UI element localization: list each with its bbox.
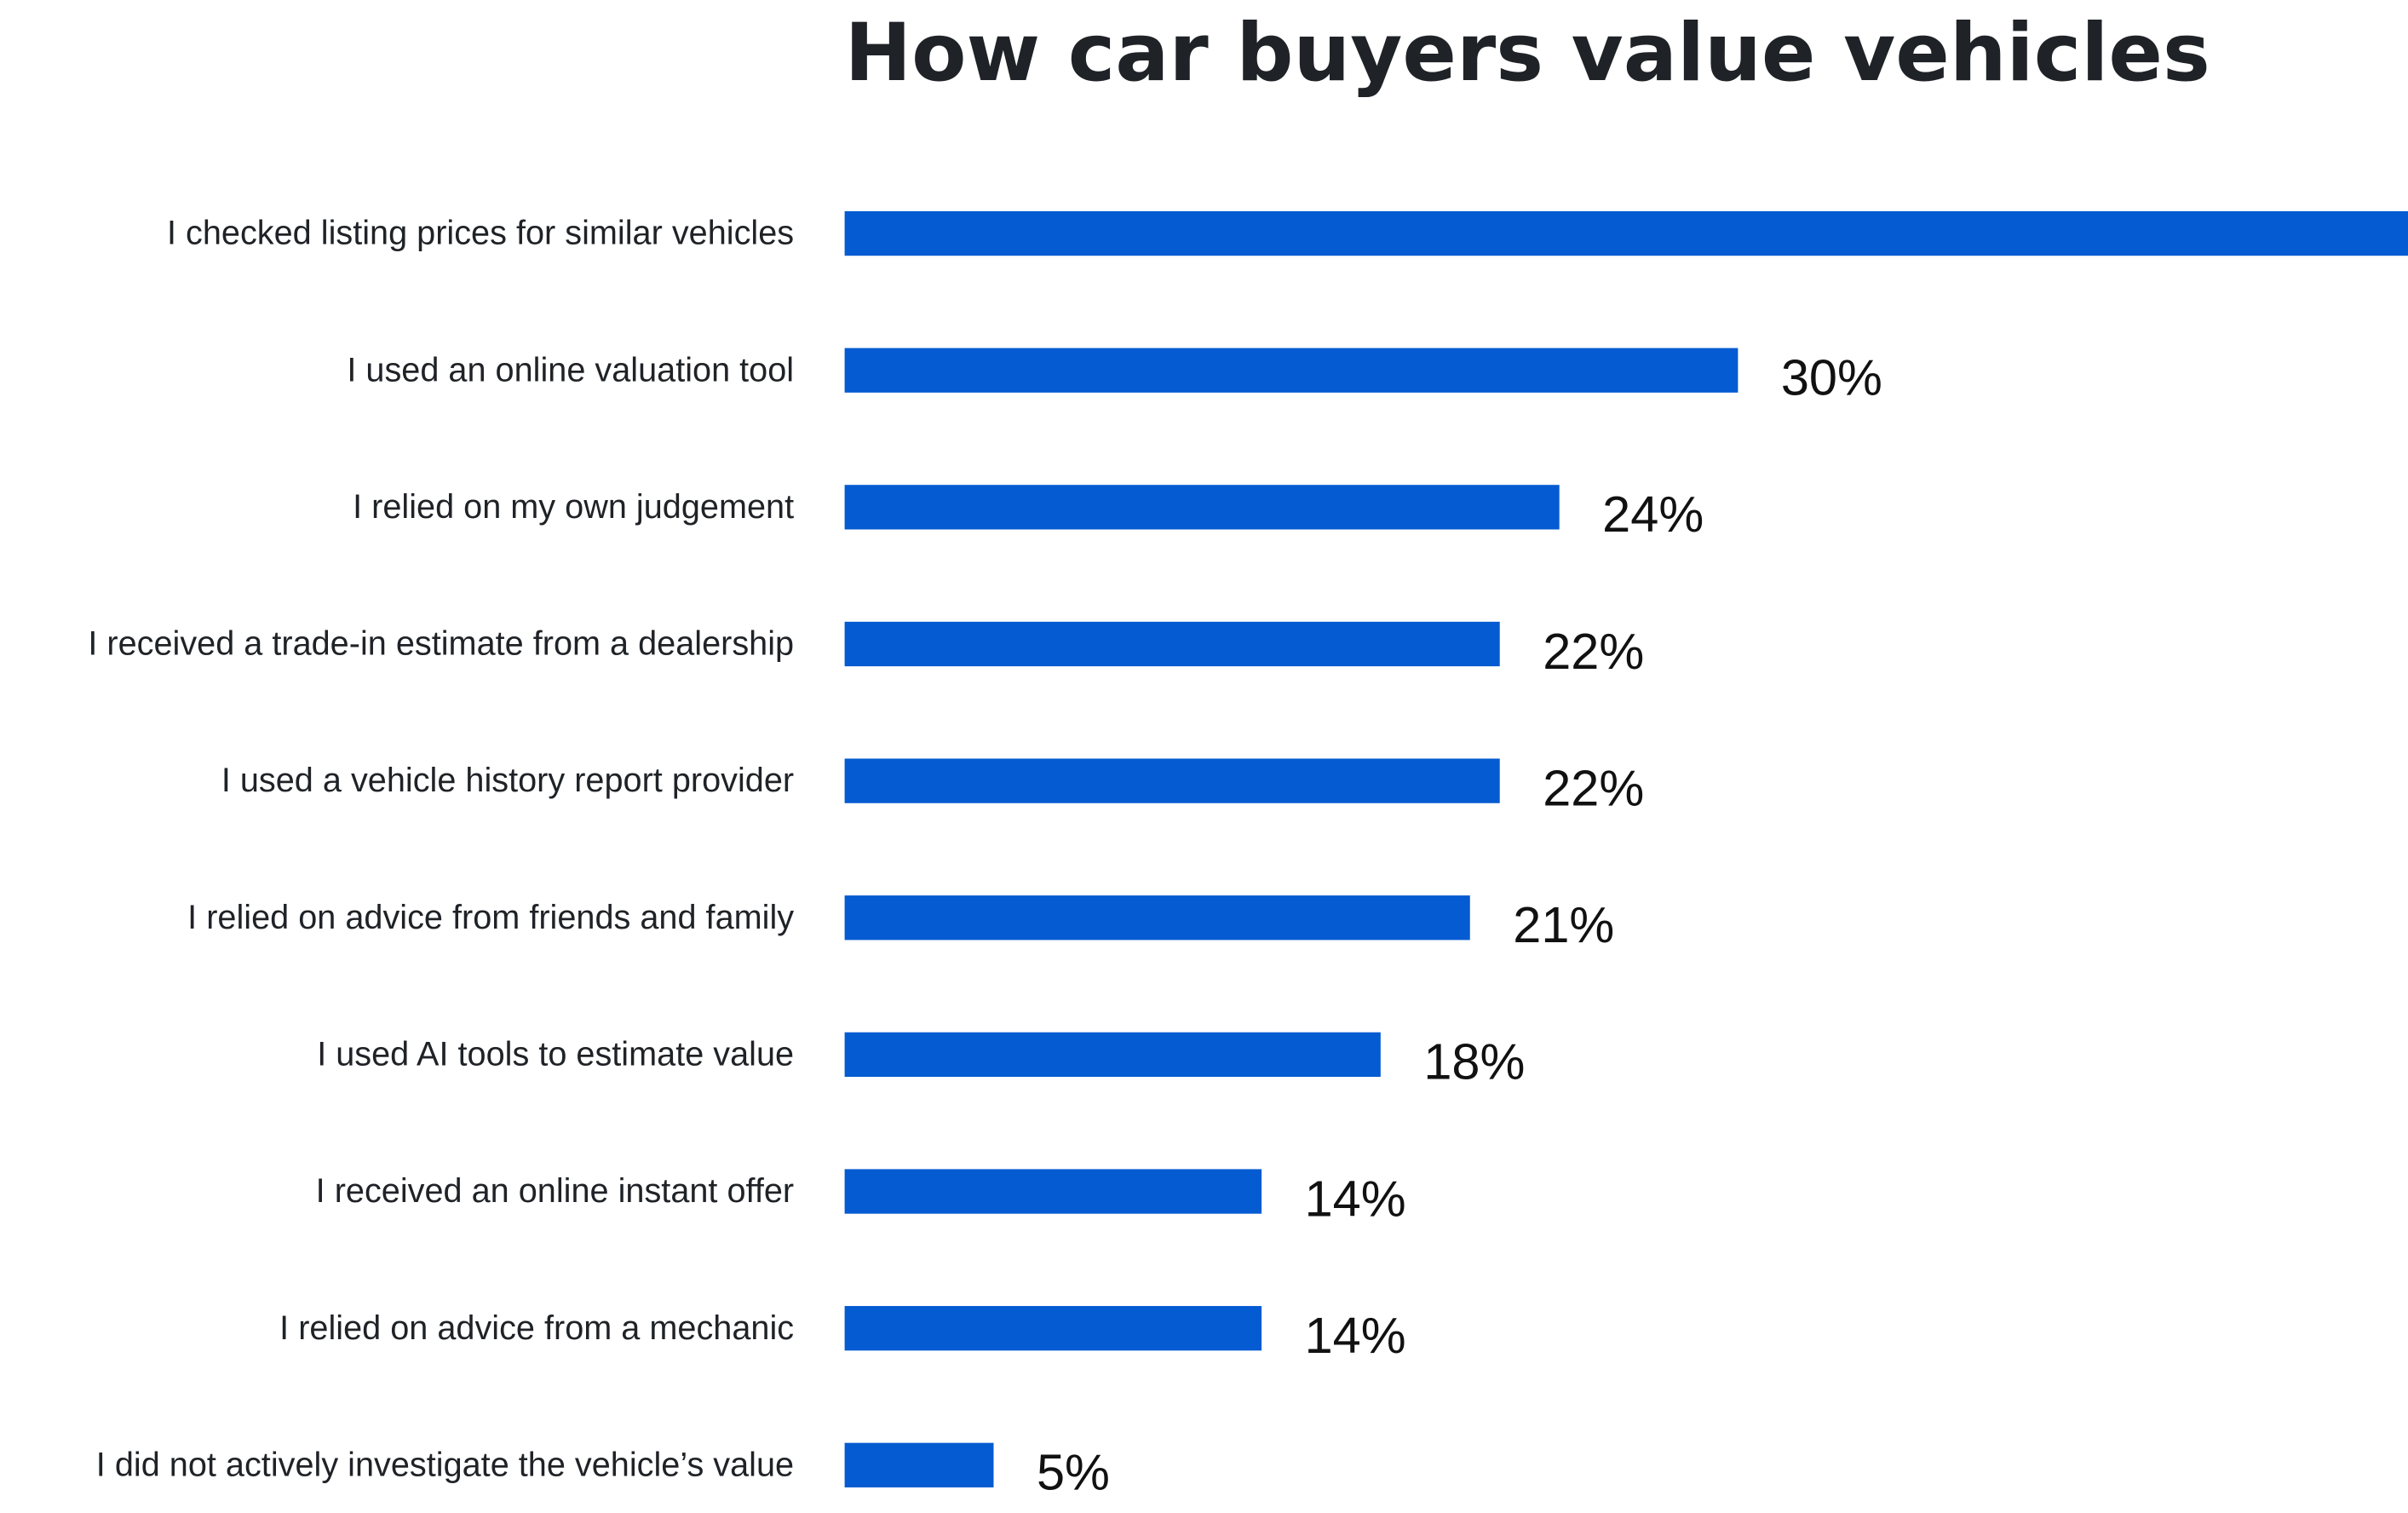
bar-4 bbox=[844, 621, 1500, 667]
value-label-2: 30% bbox=[1781, 349, 1882, 406]
value-label-5: 22% bbox=[1543, 759, 1644, 816]
bar-2 bbox=[844, 348, 1738, 393]
value-label-8: 14% bbox=[1305, 1170, 1406, 1227]
category-labels-layer: I checked listing prices for similar veh… bbox=[88, 215, 794, 1484]
value-label-10: 5% bbox=[1037, 1444, 1110, 1501]
bar-6 bbox=[844, 895, 1470, 941]
value-label-3: 24% bbox=[1602, 486, 1704, 543]
category-label-1: I checked listing prices for similar veh… bbox=[167, 215, 794, 252]
bars-layer bbox=[844, 210, 2408, 1487]
bar-5 bbox=[844, 758, 1500, 803]
bar-8 bbox=[844, 1169, 1262, 1214]
bar-7 bbox=[844, 1032, 1381, 1078]
value-label-4: 22% bbox=[1543, 623, 1644, 680]
category-label-7: I used AI tools to estimate value bbox=[317, 1036, 794, 1073]
value-label-6: 21% bbox=[1513, 896, 1614, 953]
category-label-4: I received a trade-in estimate from a de… bbox=[88, 625, 794, 663]
bar-3 bbox=[844, 485, 1560, 530]
value-label-9: 14% bbox=[1305, 1307, 1406, 1364]
value-label-7: 18% bbox=[1423, 1033, 1525, 1090]
category-label-9: I relied on advice from a mechanic bbox=[279, 1309, 794, 1347]
category-label-10: I did not actively investigate the vehic… bbox=[96, 1446, 794, 1483]
category-label-5: I used a vehicle history report provider bbox=[221, 762, 794, 799]
category-label-8: I received an online instant offer bbox=[316, 1172, 794, 1210]
bar-9 bbox=[844, 1306, 1262, 1351]
bar-1 bbox=[844, 210, 2408, 256]
bar-10 bbox=[844, 1442, 994, 1487]
value-labels-layer: 30% 24% 22% 22% 21% 18% 14% 14% 5% bbox=[1037, 349, 1882, 1501]
chart-title: How car buyers value vehicles bbox=[845, 7, 2210, 100]
category-label-6: I relied on advice from friends and fami… bbox=[187, 899, 794, 936]
category-label-2: I used an online valuation tool bbox=[347, 351, 794, 388]
category-label-3: I relied on my own judgement bbox=[353, 488, 794, 526]
